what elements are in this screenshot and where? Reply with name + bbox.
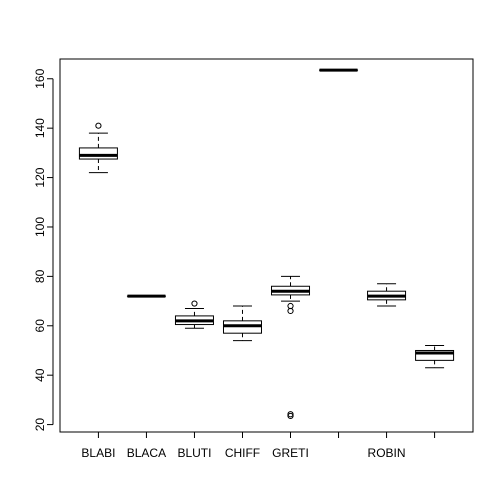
y-tick-label: 60 xyxy=(33,319,47,333)
x-axis: BLABI BLACA BLUTI CHIFF GRETI ROBIN xyxy=(81,431,436,460)
outlier-point xyxy=(191,300,198,307)
box-series xyxy=(78,68,455,420)
y-tick-label: 40 xyxy=(33,368,47,382)
y-tick-label: 120 xyxy=(33,167,47,187)
outlier-point xyxy=(287,307,294,315)
box-blabi xyxy=(78,122,118,174)
x-tick-label: BLUTI xyxy=(177,446,211,460)
x-tick-label: CHIFF xyxy=(225,446,260,460)
iqr-box xyxy=(78,147,118,160)
y-axis: 20 40 60 80 100 120 140 160 xyxy=(33,68,54,432)
outlier-point xyxy=(287,411,294,418)
x-tick-label: ROBIN xyxy=(368,446,406,460)
outlier-point xyxy=(287,412,294,420)
y-tick-label: 20 xyxy=(33,418,47,432)
box-robin xyxy=(367,283,407,307)
x-tick-label: BLACA xyxy=(127,446,166,460)
box-unlabeled-7 xyxy=(415,345,455,369)
box-bluti xyxy=(174,300,214,329)
x-tick-label: BLABI xyxy=(81,446,115,460)
x-tick-label: GRETI xyxy=(272,446,309,460)
y-tick-label: 80 xyxy=(33,269,47,283)
iqr-box xyxy=(415,349,455,361)
y-tick-label: 140 xyxy=(33,118,47,138)
y-tick-label: 100 xyxy=(33,217,47,237)
box-chiff xyxy=(222,305,262,342)
plot-frame xyxy=(59,58,474,433)
y-tick-label: 160 xyxy=(33,68,47,88)
box-greti xyxy=(271,275,311,420)
outlier-point xyxy=(95,122,102,129)
outlier-point xyxy=(287,302,294,310)
